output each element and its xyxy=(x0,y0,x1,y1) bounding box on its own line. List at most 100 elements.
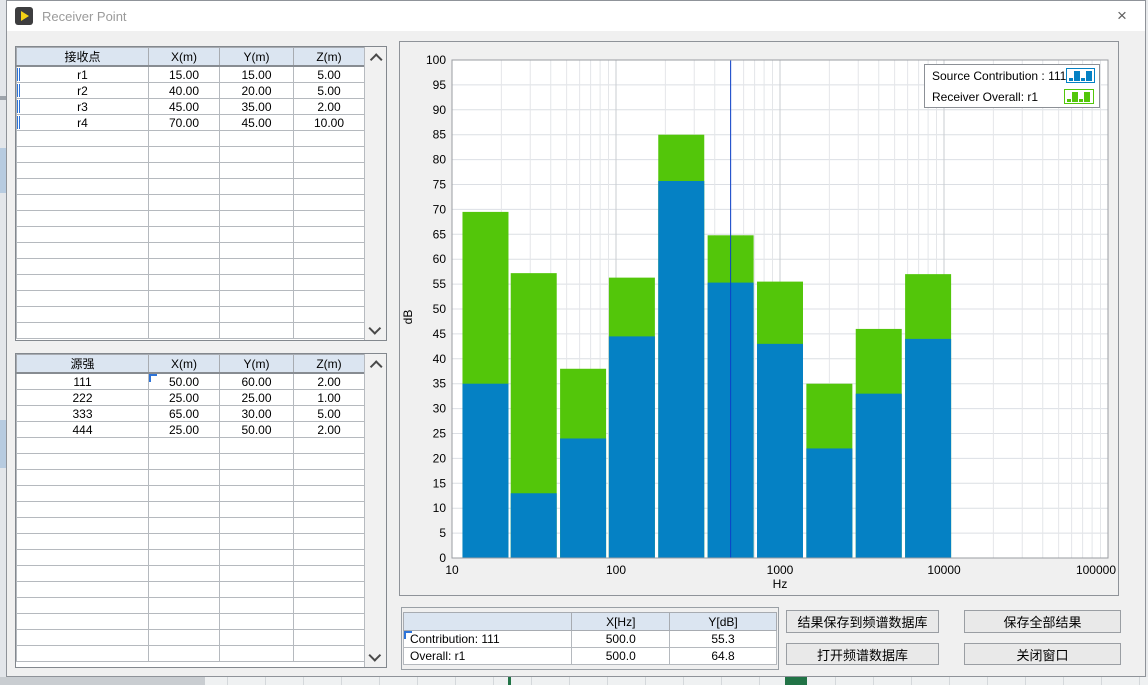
table-cell[interactable] xyxy=(16,178,149,195)
table-cell[interactable] xyxy=(16,565,149,582)
table-cell[interactable] xyxy=(219,629,294,646)
table-cell[interactable] xyxy=(293,178,365,195)
table-cell[interactable] xyxy=(219,645,294,662)
table-cell[interactable] xyxy=(219,453,294,470)
table-cell[interactable] xyxy=(16,306,149,323)
table-cell[interactable]: 55.3 xyxy=(669,630,777,648)
table-cell[interactable]: Contribution: 111 xyxy=(402,630,573,648)
table-cell[interactable] xyxy=(293,194,365,211)
table-cell[interactable] xyxy=(219,194,294,211)
table-cell[interactable] xyxy=(293,226,365,243)
table-cell[interactable]: 2.00 xyxy=(293,421,365,438)
table-cell[interactable]: 45.00 xyxy=(219,114,294,131)
table-cell[interactable] xyxy=(148,242,220,259)
table-cell[interactable] xyxy=(293,581,365,598)
table-cell[interactable]: Overall: r1 xyxy=(402,647,573,665)
table-cell[interactable]: 2.00 xyxy=(293,373,365,390)
table-cell[interactable]: 5.00 xyxy=(293,405,365,422)
table-cell[interactable] xyxy=(293,146,365,163)
table-cell[interactable] xyxy=(219,258,294,275)
table-cell[interactable]: 50.00 xyxy=(219,421,294,438)
table-cell[interactable] xyxy=(16,162,149,179)
table-cell[interactable]: 1.00 xyxy=(293,389,365,406)
table-cell[interactable] xyxy=(219,549,294,566)
table-cell[interactable] xyxy=(148,226,220,243)
table-cell[interactable] xyxy=(16,437,149,454)
table-cell[interactable]: 25.00 xyxy=(148,421,220,438)
save-all-results-button[interactable]: 保存全部结果 xyxy=(964,610,1121,633)
table-cell[interactable] xyxy=(219,306,294,323)
table-cell[interactable]: r4 xyxy=(16,114,149,131)
table-cell[interactable] xyxy=(293,549,365,566)
table-cell[interactable] xyxy=(16,501,149,518)
table-cell[interactable] xyxy=(219,613,294,630)
table-cell[interactable] xyxy=(148,533,220,550)
spectrum-chart[interactable]: 0 5 10 15 20 25 30 35 40 45 50 55 60 65 70 75 80 85 90 95 10… xyxy=(400,42,1118,595)
table-cell[interactable] xyxy=(16,485,149,502)
table-cell[interactable]: 10.00 xyxy=(293,114,365,131)
table-cell[interactable] xyxy=(148,501,220,518)
table-cell[interactable] xyxy=(16,453,149,470)
table-cell[interactable] xyxy=(148,565,220,582)
bar-contribution-31.5hz[interactable] xyxy=(510,493,557,558)
table-cell[interactable] xyxy=(219,565,294,582)
bar-contribution-250hz[interactable] xyxy=(658,181,705,558)
table-cell[interactable] xyxy=(16,549,149,566)
table-cell[interactable] xyxy=(148,581,220,598)
table-cell[interactable] xyxy=(293,274,365,291)
table-cell[interactable] xyxy=(219,146,294,163)
table-cell[interactable]: 2.00 xyxy=(293,98,365,115)
source-strength-table[interactable]: 源强 X(m) Y(m) Z(m) 111 50.00 60.00 2.00 222 25.00… xyxy=(15,353,387,668)
bar-contribution-16hz[interactable] xyxy=(462,383,509,558)
table-cell[interactable] xyxy=(219,226,294,243)
table-cell[interactable] xyxy=(293,517,365,534)
table-cell[interactable]: 70.00 xyxy=(148,114,220,131)
table-cell[interactable] xyxy=(148,306,220,323)
table-cell[interactable] xyxy=(293,613,365,630)
table-cell[interactable]: 5.00 xyxy=(293,66,365,83)
table-cell[interactable] xyxy=(219,485,294,502)
table-cell[interactable] xyxy=(16,597,149,614)
table-cell[interactable] xyxy=(148,645,220,662)
table-cell[interactable]: 60.00 xyxy=(219,373,294,390)
table-cell[interactable] xyxy=(148,597,220,614)
table-cell[interactable] xyxy=(293,565,365,582)
table-cell[interactable]: 35.00 xyxy=(219,98,294,115)
table-cell[interactable] xyxy=(219,533,294,550)
table-cell[interactable] xyxy=(16,226,149,243)
scroll-up-icon[interactable] xyxy=(365,355,386,373)
table-cell[interactable] xyxy=(293,501,365,518)
table-cell[interactable] xyxy=(16,210,149,227)
table-cell[interactable] xyxy=(148,613,220,630)
table-cell[interactable] xyxy=(16,258,149,275)
table-cell[interactable] xyxy=(16,242,149,259)
table-cell[interactable] xyxy=(293,210,365,227)
table-cell[interactable] xyxy=(148,162,220,179)
table-cell[interactable] xyxy=(148,210,220,227)
table-cell[interactable] xyxy=(293,645,365,662)
table-cell[interactable]: 64.8 xyxy=(669,647,777,665)
table-cell[interactable] xyxy=(148,274,220,291)
table-cell[interactable] xyxy=(16,322,149,339)
table-cell[interactable] xyxy=(219,437,294,454)
table-cell[interactable] xyxy=(293,258,365,275)
table-cell[interactable] xyxy=(16,533,149,550)
scroll-down-icon[interactable] xyxy=(365,321,386,339)
scroll-up-icon[interactable] xyxy=(365,48,386,66)
table-cell[interactable] xyxy=(16,613,149,630)
table-cell[interactable] xyxy=(148,258,220,275)
table-cell[interactable] xyxy=(293,629,365,646)
table-cell[interactable] xyxy=(219,178,294,195)
table-cell[interactable] xyxy=(16,130,149,147)
table-cell[interactable] xyxy=(16,290,149,307)
table-cell[interactable]: 15.00 xyxy=(219,66,294,83)
table-cell[interactable] xyxy=(219,501,294,518)
open-spectrum-db-button[interactable]: 打开频谱数据库 xyxy=(786,643,939,665)
table-cell[interactable] xyxy=(219,597,294,614)
table-cell[interactable]: 40.00 xyxy=(148,82,220,99)
receiver-table-scrollbar[interactable] xyxy=(364,47,386,340)
close-window-button[interactable]: 关闭窗口 xyxy=(964,643,1121,665)
table-cell[interactable] xyxy=(219,210,294,227)
scroll-down-icon[interactable] xyxy=(365,648,386,666)
table-cell[interactable]: 65.00 xyxy=(148,405,220,422)
